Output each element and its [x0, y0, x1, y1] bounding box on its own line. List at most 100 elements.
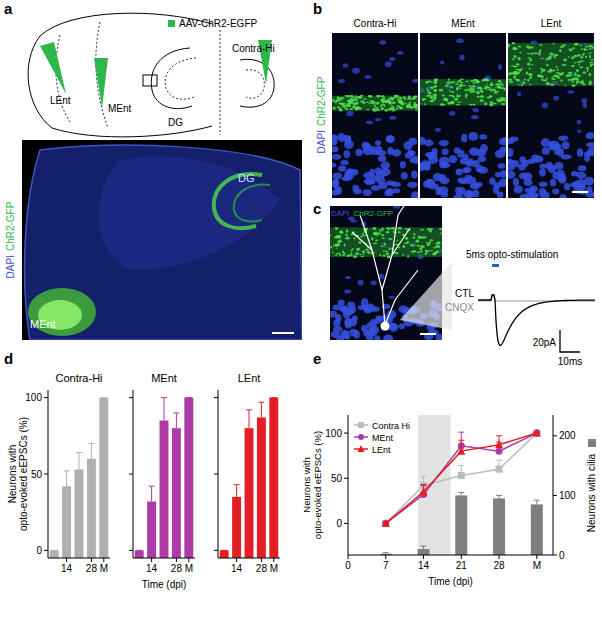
gfp-puncta	[439, 228, 442, 230]
gfp-puncta	[450, 102, 454, 105]
gfp-puncta	[508, 79, 512, 81]
bar	[75, 469, 84, 558]
gfp-puncta	[412, 237, 416, 239]
gfp-puncta	[381, 234, 384, 237]
gfp-puncta	[350, 253, 352, 255]
x-tick	[461, 555, 462, 559]
gfp-puncta	[496, 99, 500, 101]
nucleus	[497, 192, 504, 198]
y-tick	[44, 474, 48, 475]
gfp-puncta	[405, 237, 408, 240]
gfp-puncta	[430, 250, 433, 251]
gfp-puncta	[582, 83, 586, 85]
gfp-puncta	[529, 46, 534, 48]
gfp-puncta	[459, 88, 461, 90]
nucleus	[363, 172, 373, 179]
gfp-puncta	[429, 239, 433, 241]
gfp-puncta	[473, 90, 476, 92]
nucleus	[398, 323, 405, 329]
x-tick	[273, 558, 274, 562]
gfp-puncta	[413, 233, 415, 236]
nucleus	[364, 75, 371, 79]
gfp-puncta	[543, 79, 548, 81]
y-tick	[344, 523, 348, 524]
gfp-puncta	[420, 229, 424, 231]
bar	[418, 549, 430, 555]
gfp-puncta	[430, 86, 434, 88]
panel-letter: c	[313, 200, 321, 217]
gfp-puncta	[435, 81, 437, 84]
x-tick-label: 7	[383, 560, 389, 571]
gfp-puncta	[345, 234, 347, 236]
gfp-puncta	[382, 104, 385, 105]
nucleus	[366, 120, 373, 124]
gfp-puncta	[530, 76, 532, 79]
gfp-puncta	[513, 76, 516, 79]
nucleus	[332, 162, 336, 167]
gfp-puncta	[407, 241, 409, 244]
gfp-puncta	[546, 82, 551, 85]
gfp-puncta	[473, 104, 475, 106]
gfp-puncta	[578, 61, 582, 62]
gfp-puncta	[472, 85, 475, 88]
gfp-puncta	[339, 99, 343, 100]
gfp-puncta	[439, 89, 444, 92]
label: 10ms	[558, 356, 582, 367]
nucleus	[397, 51, 403, 55]
nucleus	[433, 173, 442, 181]
gfp-puncta	[398, 97, 401, 99]
gfp-puncta	[381, 246, 383, 247]
nucleus	[519, 173, 528, 180]
error-bar	[186, 397, 192, 398]
gfp-puncta	[431, 99, 435, 100]
gfp-puncta	[373, 232, 376, 235]
gfp-puncta	[438, 242, 441, 244]
gfp-puncta	[332, 101, 334, 102]
gfp-puncta	[430, 81, 432, 82]
nucleus	[435, 187, 441, 195]
nucleus	[347, 308, 354, 315]
nucleus	[363, 306, 372, 313]
y2-tick	[553, 555, 557, 556]
nucleus	[498, 64, 502, 70]
scale-bar	[420, 333, 436, 335]
gfp-puncta	[512, 43, 516, 45]
nucleus	[552, 189, 559, 195]
gfp-puncta	[337, 106, 340, 108]
y-tick-label: 100	[325, 428, 342, 439]
gfp-puncta	[377, 232, 381, 235]
nucleus	[389, 323, 398, 332]
line-chart: 050100010020007142128MTime (dpi)Neurons …	[301, 415, 597, 587]
dendrite	[398, 206, 404, 215]
label: MEnt	[30, 318, 56, 330]
gfp-puncta	[475, 91, 480, 93]
nucleus	[539, 168, 546, 176]
gfp-puncta	[563, 59, 567, 62]
gfp-puncta	[573, 62, 577, 63]
gfp-puncta	[369, 102, 373, 104]
gfp-puncta	[349, 95, 354, 98]
gfp-puncta	[548, 56, 551, 59]
gfp-puncta	[433, 253, 437, 255]
gfp-puncta	[347, 100, 351, 102]
gfp-puncta	[425, 81, 428, 84]
gfp-puncta	[414, 241, 419, 242]
gfp-puncta	[580, 48, 583, 49]
gfp-puncta	[516, 63, 520, 66]
gfp-puncta	[390, 101, 392, 102]
y2-tick-label: 200	[559, 430, 576, 441]
gfp-puncta	[460, 78, 464, 80]
nucleus	[586, 132, 594, 139]
gfp-puncta	[433, 94, 438, 97]
gfp-puncta	[427, 90, 429, 92]
gfp-puncta	[516, 79, 519, 82]
y2-tick-label: 0	[559, 550, 565, 561]
y-tick-label: 0	[336, 518, 342, 529]
gfp-puncta	[529, 68, 531, 70]
gfp-puncta	[527, 53, 531, 54]
stim-bar	[492, 264, 499, 267]
gfp-puncta	[498, 80, 501, 83]
gfp-puncta	[480, 95, 484, 98]
gfp-puncta	[417, 245, 421, 247]
stain-label: DAPIChR2-GFP	[331, 209, 393, 218]
